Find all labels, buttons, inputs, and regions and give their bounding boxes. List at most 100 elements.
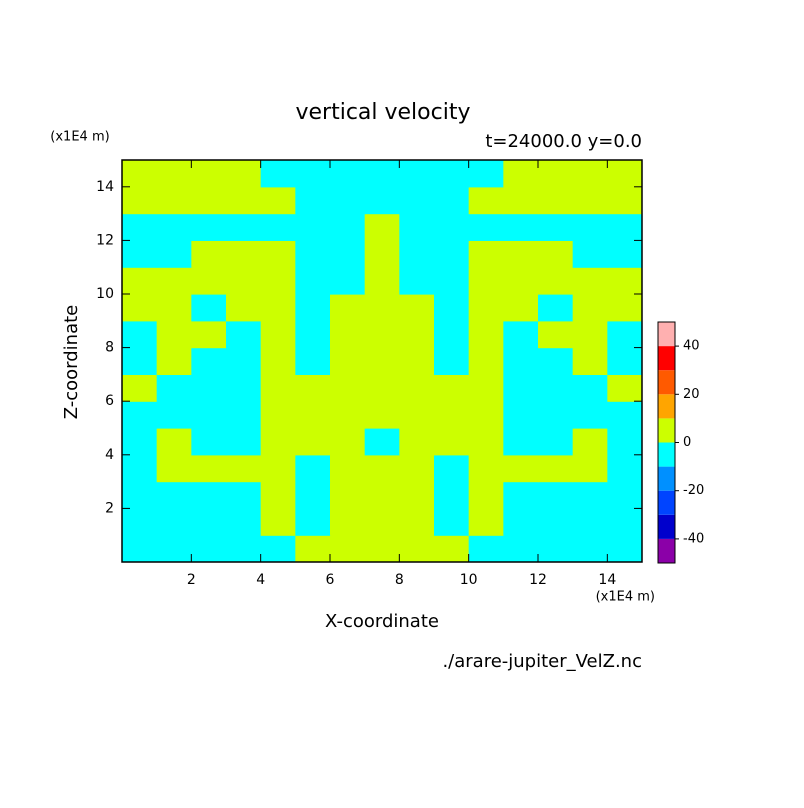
- x-axis-label: X-coordinate: [325, 611, 439, 632]
- field-cell: [434, 481, 470, 509]
- x-tick-label: 10: [460, 572, 478, 588]
- field-cell: [156, 347, 192, 375]
- field-cell: [156, 374, 192, 402]
- field-cell: [399, 320, 435, 349]
- field-cell: [538, 481, 574, 509]
- field-cell: [503, 481, 539, 509]
- field-cell: [468, 508, 504, 536]
- field-cell: [434, 213, 470, 241]
- colorbar-segment: [658, 394, 675, 419]
- field-cell: [330, 428, 366, 456]
- field-cell: [191, 294, 227, 322]
- field-cell: [156, 454, 192, 483]
- field-cell: [607, 401, 642, 429]
- field-cell: [226, 347, 262, 375]
- field-cell: [503, 347, 539, 375]
- field-cell: [260, 454, 296, 483]
- field-cell: [156, 535, 192, 562]
- field-cell: [572, 267, 608, 295]
- field-cell: [607, 535, 642, 562]
- field-cell: [538, 186, 574, 215]
- field-cell: [330, 347, 366, 375]
- field-cell: [260, 428, 296, 456]
- field-cell: [330, 186, 366, 215]
- field-cell: [572, 481, 608, 509]
- field-cell: [122, 401, 158, 429]
- field-cell: [468, 401, 504, 429]
- colorbar-segment: [658, 418, 675, 443]
- field-cell: [503, 240, 539, 268]
- field-cell: [260, 240, 296, 268]
- axes: 2 4 6 8 10 12 14 2 4 6 8 10 12 14 -40 -20 0 20 40: [96, 159, 704, 588]
- field-cell: [572, 508, 608, 536]
- field-cell: [538, 454, 574, 483]
- field-cell: [191, 374, 227, 402]
- field-cell: [330, 508, 366, 536]
- field-cell: [434, 374, 470, 402]
- field-cell: [330, 320, 366, 349]
- x-tick-label: 2: [187, 572, 196, 588]
- field-cell: [156, 401, 192, 429]
- field-cell: [468, 186, 504, 215]
- field-cell: [503, 294, 539, 322]
- field-cell: [226, 160, 262, 188]
- field-cell: [538, 240, 574, 268]
- field-cell: [572, 160, 608, 188]
- field-cell: [156, 428, 192, 456]
- field-cell: [607, 428, 642, 456]
- field-cell: [503, 401, 539, 429]
- field-cell: [572, 320, 608, 349]
- field-cell: [260, 401, 296, 429]
- x-tick-label: 8: [395, 572, 404, 588]
- field-cell: [295, 294, 331, 322]
- field-cell: [226, 240, 262, 268]
- field-cell: [156, 481, 192, 509]
- field-cell: [572, 347, 608, 375]
- field-cell: [399, 374, 435, 402]
- field-cell: [295, 186, 331, 215]
- y-unit: (x1E4 m): [50, 130, 109, 145]
- y-tick-label: 12: [96, 232, 114, 248]
- field-cell: [607, 213, 642, 241]
- field-cell: [434, 186, 470, 215]
- field-cell: [260, 320, 296, 349]
- field-cell: [434, 240, 470, 268]
- field-cell: [295, 213, 331, 241]
- field-cell: [156, 186, 192, 215]
- field-cell: [156, 240, 192, 268]
- field-cell: [399, 160, 435, 188]
- field-cell: [434, 508, 470, 536]
- field-cell: [226, 374, 262, 402]
- field-cell: [607, 508, 642, 536]
- field-cell: [364, 294, 400, 322]
- field-cell: [607, 320, 642, 349]
- field-cell: [399, 508, 435, 536]
- field-cell: [330, 267, 366, 295]
- field-cell: [468, 374, 504, 402]
- colorbar-segment: [658, 538, 675, 563]
- contour-field: [122, 160, 642, 562]
- field-cell: [226, 294, 262, 322]
- field-cell: [364, 320, 400, 349]
- field-cell: [434, 454, 470, 483]
- field-cell: [330, 481, 366, 509]
- field-cell: [364, 481, 400, 509]
- field-cell: [503, 186, 539, 215]
- field-cell: [607, 160, 642, 188]
- y-tick-label: 2: [105, 500, 114, 516]
- field-cell: [538, 347, 574, 375]
- x-tick-label: 4: [256, 572, 265, 588]
- field-cell: [399, 535, 435, 562]
- field-cell: [607, 454, 642, 483]
- colorbar-segment: [658, 466, 675, 491]
- colorbar-tick-label: -40: [683, 531, 704, 546]
- field-cell: [156, 267, 192, 295]
- field-cell: [538, 267, 574, 295]
- field-cell: [503, 535, 539, 562]
- field-cell: [399, 267, 435, 295]
- field-cell: [572, 454, 608, 483]
- y-tick-label: 10: [96, 286, 114, 302]
- field-cell: [503, 213, 539, 241]
- field-cell: [295, 481, 331, 509]
